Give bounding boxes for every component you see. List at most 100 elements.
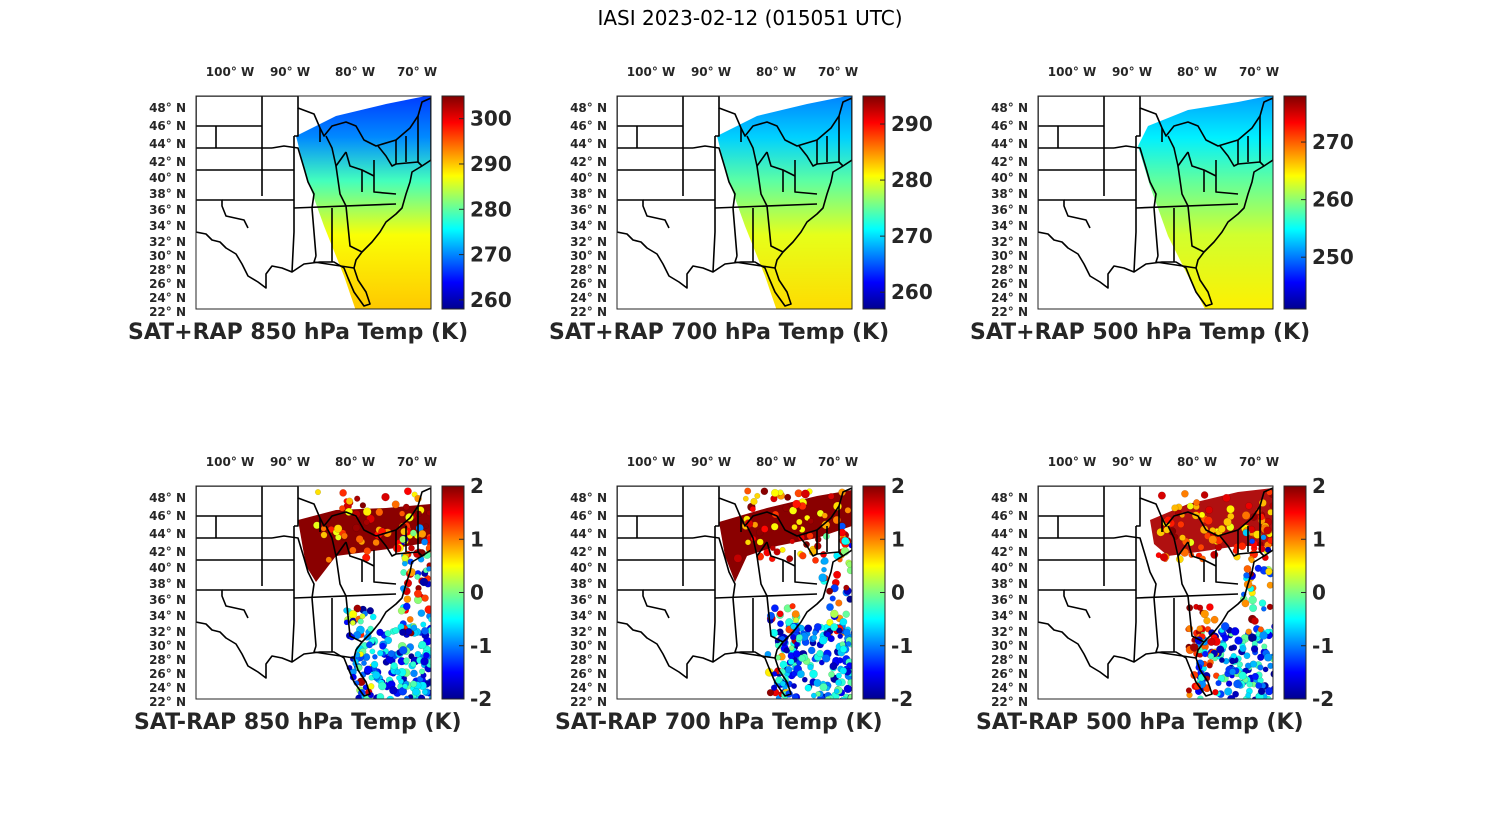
obs-point <box>1257 626 1264 633</box>
obs-point <box>841 536 850 546</box>
lon-tick-label: 70° W <box>397 65 437 79</box>
lat-tick-label: 24° N <box>149 681 186 695</box>
state-border <box>1153 597 1159 647</box>
colorbar <box>441 95 465 310</box>
obs-point <box>1274 665 1281 672</box>
obs-point <box>366 607 375 615</box>
obs-point <box>791 610 800 619</box>
state-border <box>692 535 736 599</box>
panel-sat-minus-rap-850: 100° W 90° W 80° W 70° W 48° N 46° N 44° N 42° … <box>130 450 570 760</box>
obs-point <box>851 673 852 677</box>
colorbar-tick-label: 1 <box>1312 527 1326 551</box>
lat-tick-label: 24° N <box>570 291 607 305</box>
obs-point <box>420 657 429 666</box>
obs-point <box>1266 581 1273 589</box>
map-850-diff: 100° W 90° W 80° W 70° W 48° N 46° N 44° N 42° … <box>149 455 492 711</box>
obs-point <box>394 669 401 676</box>
lat-tick-label: 46° N <box>149 509 186 523</box>
obs-point <box>839 617 848 626</box>
obs-point <box>843 628 851 637</box>
state-border <box>734 645 776 659</box>
lat-tick-label: 38° N <box>149 187 186 201</box>
obs-point <box>1232 690 1240 698</box>
obs-point <box>840 696 847 699</box>
obs-point <box>1222 493 1231 503</box>
lon-tick-label: 70° W <box>397 455 437 469</box>
obs-point <box>1206 603 1214 611</box>
obs-point <box>853 656 860 663</box>
colorbar-tick-label: 0 <box>1312 581 1326 605</box>
lat-tick-label: 28° N <box>149 653 186 667</box>
obs-point <box>744 487 752 495</box>
coastline <box>617 96 852 307</box>
obs-point <box>1267 662 1273 670</box>
obs-point <box>760 525 769 533</box>
state-border <box>1135 203 1239 209</box>
colorbar-tick-label: 0 <box>470 581 484 605</box>
state-border <box>196 199 249 229</box>
obs-point <box>1250 645 1259 653</box>
state-border <box>1155 255 1197 269</box>
obs-point <box>791 523 798 531</box>
lat-tick-label: 44° N <box>991 527 1028 541</box>
obs-point <box>800 489 810 499</box>
obs-point <box>812 556 819 564</box>
lat-tick-label: 36° N <box>149 203 186 217</box>
lat-tick-label: 42° N <box>570 155 607 169</box>
obs-point <box>835 672 842 679</box>
obs-point <box>1220 622 1230 631</box>
obs-point <box>789 506 798 515</box>
obs-point <box>1260 606 1267 612</box>
obs-point <box>790 634 797 641</box>
obs-point <box>1245 502 1253 510</box>
obs-point <box>1225 680 1233 687</box>
data-field <box>296 96 431 309</box>
obs-point <box>1189 643 1199 652</box>
obs-point <box>381 492 390 502</box>
state-border <box>617 589 670 619</box>
obs-point <box>403 595 412 603</box>
obs-point <box>829 662 838 671</box>
obs-point <box>1179 534 1186 542</box>
obs-point <box>1230 627 1240 636</box>
map-700-total: 100° W 90° W 80° W 70° W 48° N 46° N 44° N 42° … <box>570 65 933 319</box>
lat-tick-label: 30° N <box>991 249 1028 263</box>
obs-point <box>784 665 793 674</box>
obs-point <box>1193 499 1201 506</box>
obs-point <box>1266 603 1273 611</box>
obs-point <box>790 682 797 689</box>
obs-point <box>809 669 818 679</box>
obs-point <box>1270 670 1273 678</box>
obs-point <box>804 624 813 633</box>
lat-tick-label: 32° N <box>149 625 186 639</box>
lat-tick-label: 46° N <box>570 119 607 133</box>
axes-frame <box>1037 485 1274 700</box>
panel-title: SAT+RAP 700 hPa Temp (K) <box>549 320 890 345</box>
state-border <box>794 160 818 195</box>
obs-point <box>408 544 415 552</box>
axes-frame <box>195 485 432 700</box>
obs-point <box>793 617 800 624</box>
obs-point <box>792 650 801 658</box>
panel-sat-rap-500-total: 100° W 90° W 80° W 70° W 48° N 46° N 44° N 42° … <box>970 60 1412 370</box>
lon-tick-label: 100° W <box>627 65 675 79</box>
lat-tick-label: 34° N <box>149 219 186 233</box>
state-border <box>1136 108 1141 137</box>
obs-point <box>402 503 410 511</box>
obs-point <box>842 610 850 618</box>
obs-point <box>811 634 818 641</box>
lat-tick-label: 28° N <box>149 263 186 277</box>
obs-point <box>846 561 852 568</box>
obs-point <box>1196 625 1204 632</box>
obs-point <box>783 647 791 654</box>
obs-point <box>1263 653 1273 662</box>
obs-point <box>749 506 756 513</box>
colorbar <box>1283 95 1307 310</box>
state-borders <box>196 486 431 697</box>
obs-point <box>1216 645 1225 654</box>
obs-point <box>421 538 429 546</box>
obs-point <box>418 668 425 675</box>
obs-point <box>821 512 828 519</box>
obs-point <box>379 642 387 650</box>
obs-point <box>320 531 328 539</box>
